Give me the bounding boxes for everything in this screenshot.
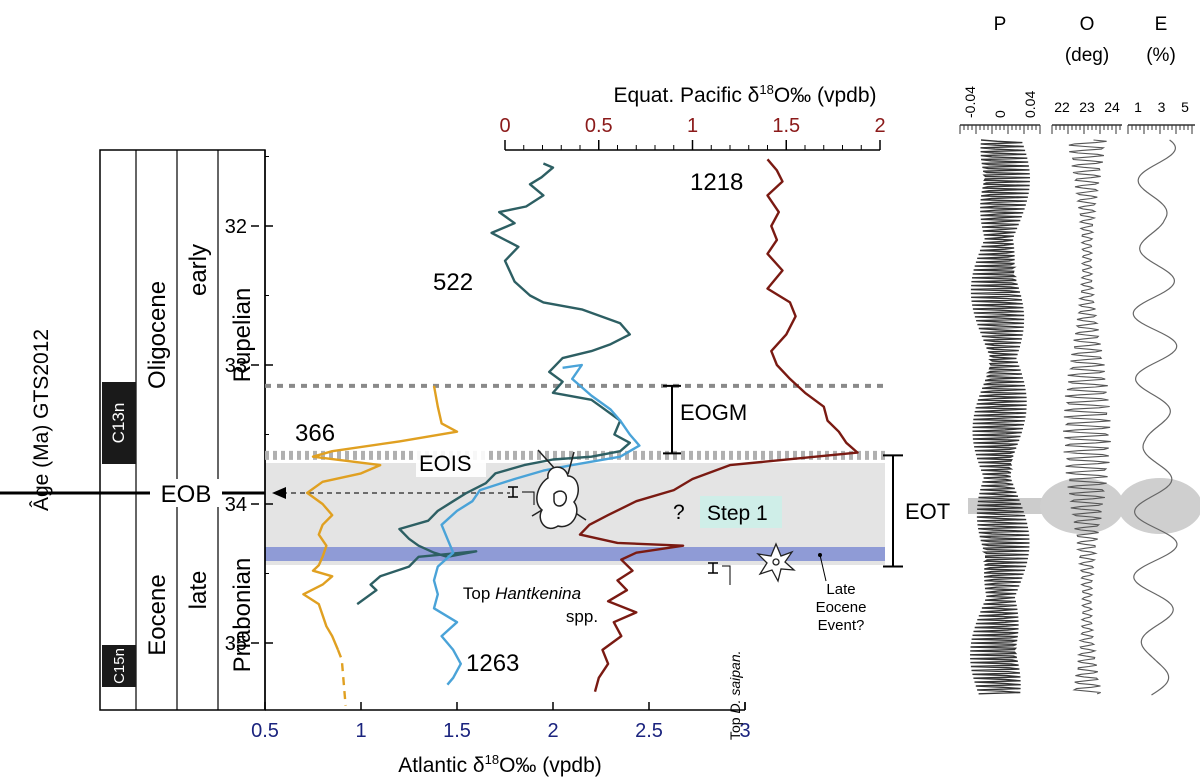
x-top-tick-label: 1.5 xyxy=(772,115,800,137)
subepoch-late: late xyxy=(185,571,212,610)
site-366-label: 366 xyxy=(295,420,335,447)
site-522-label: 522 xyxy=(433,269,473,296)
chron-c13n-block xyxy=(102,382,136,464)
eob-label: EOB xyxy=(161,481,212,508)
y-tick-label: 33 xyxy=(225,355,247,377)
x-top-tick-label: 1 xyxy=(687,115,698,137)
orbital-o-curve xyxy=(1063,139,1111,695)
orbital-p-title: P xyxy=(994,14,1007,35)
late-eocene-event-line0: Late xyxy=(826,581,855,598)
orbital-p-tick-label: 0 xyxy=(992,110,1008,118)
hantkenina-label: Top Hantkenina xyxy=(463,584,581,603)
orbital-e-highlight xyxy=(1118,478,1200,534)
hantkenina-foram-icon xyxy=(531,449,587,530)
chron-c13n-label: C13n xyxy=(109,403,128,444)
step1-label: Step 1 xyxy=(707,502,768,525)
late-eocene-event-line2: Event? xyxy=(818,617,865,634)
x-bottom-tick-label: 0.5 xyxy=(251,720,279,742)
orbital-parameters-panel: P O (deg) E (%) -0.04 0 0.04 22 23 24 1 3 5 xyxy=(959,14,1200,696)
y-tick-label: 32 xyxy=(225,216,247,238)
x-top-tick-label: 2 xyxy=(874,115,885,137)
plot-axes: 32 33 34 35 0.5 1 1.5 2 2.5 3 0 0.5 1 1.5 2 xyxy=(225,115,886,742)
orbital-e-title: E xyxy=(1155,14,1168,35)
stage-priabonian: Priabonian xyxy=(229,558,256,673)
orbital-o-title: O xyxy=(1080,14,1095,35)
y-axis-title: Âge (Ma) GTS2012 xyxy=(30,329,53,511)
x-bottom-tick-label: 1.5 xyxy=(443,720,471,742)
orbital-e-unit: (%) xyxy=(1146,45,1176,66)
orbital-e-tick-label: 5 xyxy=(1181,99,1189,115)
bottom-axis-title: Atlantic δ18O‰ (vpdb) xyxy=(398,752,602,777)
orbital-e-tick-label: 3 xyxy=(1158,99,1166,115)
dsaipan-pointer xyxy=(722,565,731,585)
series-522-line xyxy=(356,162,631,606)
x-bottom-tick-label: 1 xyxy=(355,720,366,742)
x-top-tick-label: 0.5 xyxy=(585,115,613,137)
site-1218-label: 1218 xyxy=(690,169,743,196)
eois-label: EOIS xyxy=(419,451,472,476)
data-series xyxy=(302,158,859,706)
orbital-p-curve xyxy=(969,139,1031,695)
chron-c15n-label: C15n xyxy=(111,648,128,684)
hantkenina-pointer xyxy=(522,491,535,505)
orbital-e-tick-label: 1 xyxy=(1134,99,1142,115)
y-axis: Âge (Ma) GTS2012 xyxy=(30,329,53,511)
orbital-o-tick-label: 22 xyxy=(1054,99,1070,115)
hantkenina-range-mark xyxy=(508,486,518,498)
y-tick-label: 34 xyxy=(225,494,247,516)
late-eocene-event-band xyxy=(265,547,885,561)
event-markers xyxy=(265,383,903,585)
x-bottom-tick-label: 2.5 xyxy=(635,720,663,742)
orbital-p-tick-label: 0.04 xyxy=(1022,91,1038,118)
x-bottom-tick-label: 2 xyxy=(547,720,558,742)
late-eocene-event-line1: Eocene xyxy=(816,599,867,616)
stage-rupelian: Rupelian xyxy=(229,288,256,383)
orbital-o-tick-label: 24 xyxy=(1104,99,1120,115)
dsaipan-range-mark xyxy=(708,562,718,574)
x-bottom-tick-label: 3 xyxy=(739,720,750,742)
hantkenina-spp-label: spp. xyxy=(566,607,598,626)
orbital-e-curve xyxy=(1132,139,1178,696)
eot-label: EOT xyxy=(905,499,950,524)
series-366-line xyxy=(302,385,459,651)
series-1263-line xyxy=(432,363,641,686)
dsaipan-label: Top D. saipan. xyxy=(727,650,743,740)
chron-c15n-block xyxy=(102,645,136,687)
subepoch-early: early xyxy=(185,244,212,296)
eob-marker: EOB xyxy=(0,479,510,508)
epoch-eocene: Eocene xyxy=(144,574,171,655)
x-top-tick-label: 0 xyxy=(499,115,510,137)
orbital-o-tick-label: 23 xyxy=(1079,99,1095,115)
site-1263-label: 1263 xyxy=(466,650,519,677)
series-366-dashed-line xyxy=(336,649,347,706)
orbital-o-unit: (deg) xyxy=(1065,45,1109,66)
question-mark: ? xyxy=(673,501,685,524)
epoch-oligocene: Oligocene xyxy=(144,281,171,389)
orbital-p-tick-label: -0.04 xyxy=(962,86,978,118)
series-1218-line xyxy=(578,158,859,693)
eogm-label: EOGM xyxy=(680,400,747,425)
y-tick-label: 35 xyxy=(225,633,247,655)
dsaipan-star-icon xyxy=(756,542,796,583)
top-axis-title: Equat. Pacific δ18O‰ (vpdb) xyxy=(613,82,876,107)
stratigraphic-column: C13n C15n Oligocene early Rupelian Eocen… xyxy=(99,149,266,711)
